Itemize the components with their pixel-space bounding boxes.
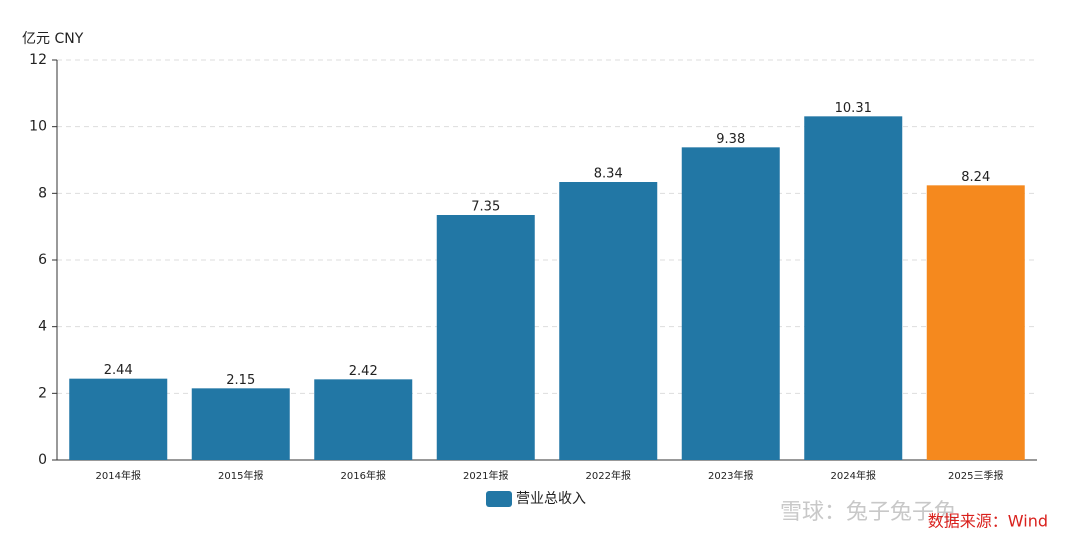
legend-label: 营业总收入 — [516, 491, 586, 507]
y-tick-label: 4 — [38, 319, 47, 335]
bar — [191, 388, 290, 460]
value-label: 2.15 — [226, 373, 255, 388]
y-tick-label: 12 — [29, 52, 47, 68]
legend-swatch — [486, 491, 512, 507]
watermark: 雪球：兔子兔子兔 — [780, 500, 956, 525]
x-tick-label: 2024年报 — [831, 469, 876, 482]
bar — [559, 182, 658, 460]
bar — [436, 215, 535, 460]
y-tick-label: 2 — [38, 385, 47, 401]
x-tick-label: 2023年报 — [708, 469, 753, 482]
x-tick-label: 2014年报 — [96, 469, 141, 482]
value-label: 8.24 — [961, 170, 990, 185]
bar — [804, 116, 903, 460]
bar — [69, 378, 168, 460]
value-label: 9.38 — [716, 132, 745, 147]
value-label: 8.34 — [594, 167, 623, 182]
x-tick-label: 2021年报 — [463, 469, 508, 482]
bar — [314, 379, 413, 460]
value-label: 2.44 — [104, 363, 133, 378]
x-tick-label: 2025三季报 — [948, 469, 1003, 482]
x-tick-label: 2016年报 — [341, 469, 386, 482]
bar — [926, 185, 1025, 461]
bar — [681, 147, 780, 461]
x-tick-label: 2022年报 — [586, 469, 631, 482]
value-label: 7.35 — [471, 200, 500, 215]
y-tick-label: 0 — [38, 452, 47, 468]
y-tick-label: 8 — [38, 185, 47, 201]
x-tick-label: 2015年报 — [218, 469, 263, 482]
value-label: 10.31 — [835, 101, 872, 116]
y-tick-label: 10 — [29, 119, 47, 135]
value-label: 2.42 — [349, 364, 378, 379]
source: 数据来源：Wind — [928, 512, 1048, 531]
y-tick-label: 6 — [38, 252, 47, 268]
y-unit-label: 亿元 CNY — [22, 31, 84, 47]
